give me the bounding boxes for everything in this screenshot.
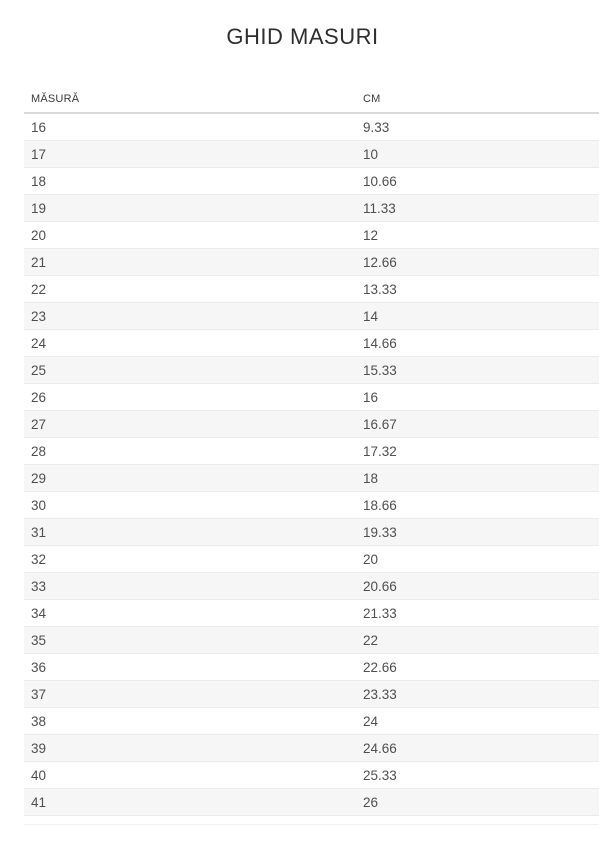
cm-cell: 21.33 xyxy=(363,605,397,621)
table-row: 41 26 xyxy=(24,788,599,815)
cm-cell: 20.66 xyxy=(363,578,397,594)
table-row: 21 12.66 xyxy=(24,248,599,275)
page-title: GHID MASURI xyxy=(226,24,379,49)
size-cell: 19 xyxy=(31,200,47,216)
table-row: 27 16.67 xyxy=(24,410,599,437)
table-row: 29 18 xyxy=(24,464,599,491)
size-guide-page: GHID MASURI MĂSURĂ CM 16 9.33 17 10 18 10.66 1… xyxy=(0,24,605,825)
size-cell: 31 xyxy=(31,524,47,540)
cm-cell: 11.33 xyxy=(363,200,396,216)
table-row: 38 24 xyxy=(24,707,599,734)
table-row: 25 15.33 xyxy=(24,356,599,383)
size-cell: 28 xyxy=(31,443,47,459)
cm-cell: 17.32 xyxy=(363,443,397,459)
table-row: 39 24.66 xyxy=(24,734,599,761)
size-cell: 24 xyxy=(31,335,47,351)
table-row: 26 16 xyxy=(24,383,599,410)
size-cell: 35 xyxy=(31,632,47,648)
cm-cell: 19.33 xyxy=(363,524,397,540)
size-cell: 25 xyxy=(31,362,47,378)
size-cell: 39 xyxy=(31,740,47,756)
table-row: 16 9.33 xyxy=(24,113,599,140)
size-cell: 27 xyxy=(31,416,47,432)
cm-cell: 15.33 xyxy=(363,362,397,378)
table-row: 30 18.66 xyxy=(24,491,599,518)
table-row: 18 10.66 xyxy=(24,167,599,194)
cm-cell: 24 xyxy=(363,713,379,729)
table-row: 32 20 xyxy=(24,545,599,572)
size-cell: 22 xyxy=(31,281,47,297)
cm-cell: 25.33 xyxy=(363,767,397,783)
cm-cell: 16 xyxy=(363,389,379,405)
cm-cell: 18.66 xyxy=(363,497,397,513)
table-row: 24 14.66 xyxy=(24,329,599,356)
cm-cell: 22 xyxy=(363,632,379,648)
cm-cell: 13.33 xyxy=(363,281,397,297)
cm-cell: 14 xyxy=(363,308,379,324)
size-cell: 30 xyxy=(31,497,47,513)
table-row: 33 20.66 xyxy=(24,572,599,599)
size-cell: 37 xyxy=(31,686,47,702)
size-cell: 40 xyxy=(31,767,47,783)
size-cell: 33 xyxy=(31,578,47,594)
header-row: MĂSURĂ CM xyxy=(24,89,599,114)
table-row: 37 23.33 xyxy=(24,680,599,707)
cm-cell: 22.66 xyxy=(363,659,397,675)
table-row: 22 13.33 xyxy=(24,275,599,302)
cm-cell: 10.66 xyxy=(363,173,397,189)
size-cell: 38 xyxy=(31,713,47,729)
size-cell: 17 xyxy=(31,146,47,162)
size-cell: 41 xyxy=(31,794,47,810)
column-header-cm: CM xyxy=(356,89,599,114)
table-row: 20 12 xyxy=(24,221,599,248)
size-cell: 34 xyxy=(31,605,47,621)
table-row: 31 19.33 xyxy=(24,518,599,545)
table-row: 35 22 xyxy=(24,626,599,653)
table-row: 23 14 xyxy=(24,302,599,329)
size-cell: 32 xyxy=(31,551,47,567)
table-row: 40 25.33 xyxy=(24,761,599,788)
table-row: 19 11.33 xyxy=(24,194,599,221)
size-cell: 20 xyxy=(31,227,47,243)
table-row: 28 17.32 xyxy=(24,437,599,464)
size-table-body: 16 9.33 17 10 18 10.66 19 11.33 20 12 21 12.66 22 13.… xyxy=(24,113,599,815)
size-cell: 36 xyxy=(31,659,47,675)
size-cell: 29 xyxy=(31,470,47,486)
cm-cell: 23.33 xyxy=(363,686,397,702)
size-cell: 16 xyxy=(31,119,47,135)
size-cell: 26 xyxy=(31,389,47,405)
cm-cell: 14.66 xyxy=(363,335,397,351)
table-end-divider xyxy=(24,823,599,825)
cm-cell: 12 xyxy=(363,227,379,243)
cm-cell: 20 xyxy=(363,551,379,567)
cm-cell: 12.66 xyxy=(363,254,397,270)
table-row: 36 22.66 xyxy=(24,653,599,680)
cm-cell: 24.66 xyxy=(363,740,397,756)
cm-cell: 18 xyxy=(363,470,379,486)
column-header-masura: MĂSURĂ xyxy=(24,89,356,114)
cm-cell: 16.67 xyxy=(363,416,397,432)
cm-cell: 26 xyxy=(363,794,379,810)
size-table: MĂSURĂ CM 16 9.33 17 10 18 10.66 19 11.33 20 12 21… xyxy=(24,89,599,816)
size-cell: 18 xyxy=(31,173,47,189)
table-row: 34 21.33 xyxy=(24,599,599,626)
cm-cell: 10 xyxy=(363,146,379,162)
size-table-header: MĂSURĂ CM xyxy=(24,89,599,114)
size-cell: 23 xyxy=(31,308,47,324)
size-cell: 21 xyxy=(31,254,47,270)
cm-cell: 9.33 xyxy=(363,119,390,135)
table-row: 17 10 xyxy=(24,140,599,167)
